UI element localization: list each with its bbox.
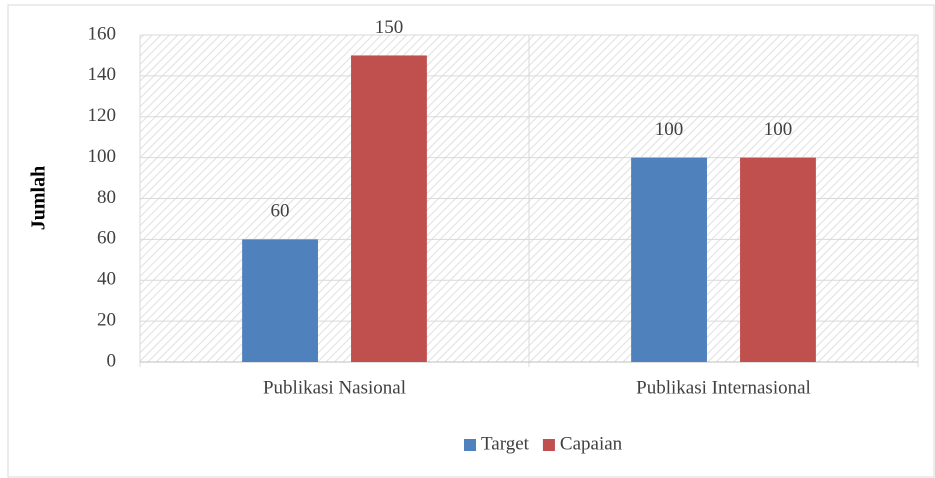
x-tick-label: Publikasi Nasional	[263, 377, 406, 398]
y-axis-label: Jumlah	[28, 166, 50, 230]
legend-swatch	[542, 439, 555, 451]
data-label: 100	[655, 119, 684, 140]
data-label: 100	[764, 119, 793, 140]
y-tick-label: 20	[97, 309, 116, 330]
y-tick-label: 100	[88, 146, 117, 167]
bar	[242, 239, 318, 362]
y-tick-label: 0	[107, 350, 117, 371]
y-tick-label: 120	[88, 105, 117, 126]
legend-swatch	[464, 439, 476, 451]
chart-border	[7, 4, 935, 478]
y-tick-label: 80	[97, 187, 116, 208]
bar	[351, 55, 427, 362]
bar	[740, 157, 816, 362]
y-tick-label: 140	[88, 64, 117, 85]
y-tick-label: 40	[97, 269, 116, 290]
y-tick-label: 60	[97, 228, 116, 249]
legend-label: Target	[481, 433, 530, 454]
data-label: 60	[271, 201, 290, 222]
x-tick-label: Publikasi Internasional	[636, 377, 811, 398]
legend-label: Capaian	[560, 433, 623, 454]
bar	[631, 157, 707, 362]
y-tick-label: 160	[88, 23, 117, 44]
data-label: 150	[375, 17, 404, 38]
